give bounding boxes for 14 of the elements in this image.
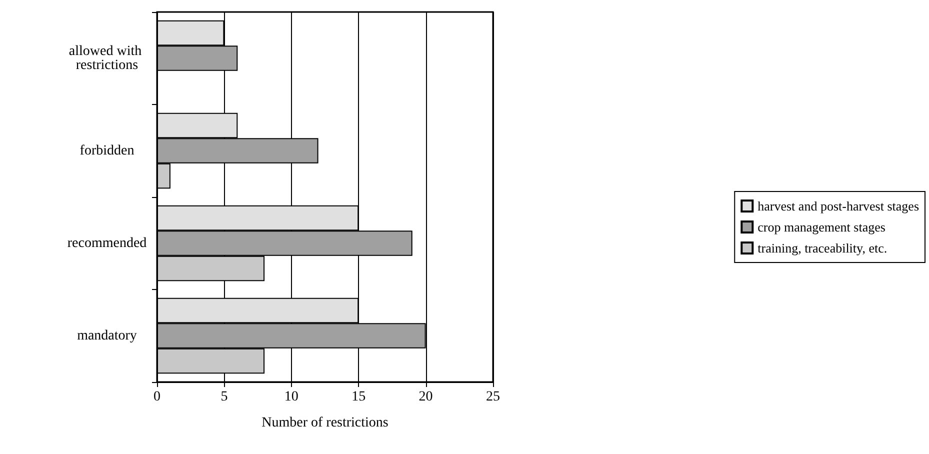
x-tick-label: 0 [154,390,160,404]
x-tick-label: 20 [418,390,433,404]
y-tick-label: forbidden [80,143,134,158]
y-tick-label: allowed with restrictions [68,44,146,73]
y-tick-label: recommended [67,236,147,251]
x-tick-label: 5 [220,390,228,404]
legend-label: harvest and post-harvest stages [758,198,920,214]
x-axis-title: Number of restrictions [262,416,388,430]
y-tick-label: mandatory [77,328,137,344]
x-tick-label: 25 [486,390,500,404]
x-tick-label: 15 [352,390,366,404]
x-tick-label: 10 [284,390,298,404]
legend-label: crop management stages [758,220,886,234]
legend-label: training, traceability, etc. [758,240,888,256]
